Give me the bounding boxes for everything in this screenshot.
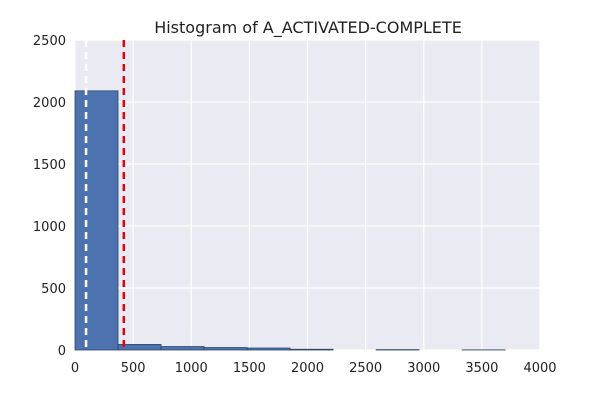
- x-tick-label: 1000: [175, 361, 208, 376]
- x-axis-ticks: 0 500 1000 1500 2000 2500 3000 3500 4000: [71, 361, 557, 376]
- y-tick-label: 2000: [33, 96, 66, 111]
- y-tick-label: 1500: [33, 158, 66, 173]
- histogram-bar-4: [246, 347, 291, 351]
- histogram-bar-5: [289, 348, 334, 351]
- y-tick-label: 500: [41, 282, 66, 297]
- chart-title: Histogram of A_ACTIVATED-COMPLETE: [154, 18, 462, 38]
- histogram-bars: [74, 90, 506, 351]
- y-tick-label: 0: [58, 344, 66, 359]
- x-tick-label: 0: [71, 361, 79, 376]
- histogram-bar-0: [74, 90, 119, 351]
- x-tick-label: 3500: [465, 361, 498, 376]
- x-tick-label: 1500: [233, 361, 266, 376]
- x-tick-label: 500: [121, 361, 146, 376]
- x-tick-label: 4000: [523, 361, 556, 376]
- y-axis-ticks: 0 500 1000 1500 2000 2500: [33, 34, 66, 359]
- histogram-bar-2: [160, 346, 205, 351]
- x-tick-label: 2000: [291, 361, 324, 376]
- reference-lines: [84, 40, 126, 350]
- y-tick-label: 1000: [33, 220, 66, 235]
- y-tick-label: 2500: [33, 34, 66, 49]
- histogram-bar-3: [203, 347, 248, 351]
- x-tick-label: 3000: [407, 361, 440, 376]
- x-tick-label: 2500: [349, 361, 382, 376]
